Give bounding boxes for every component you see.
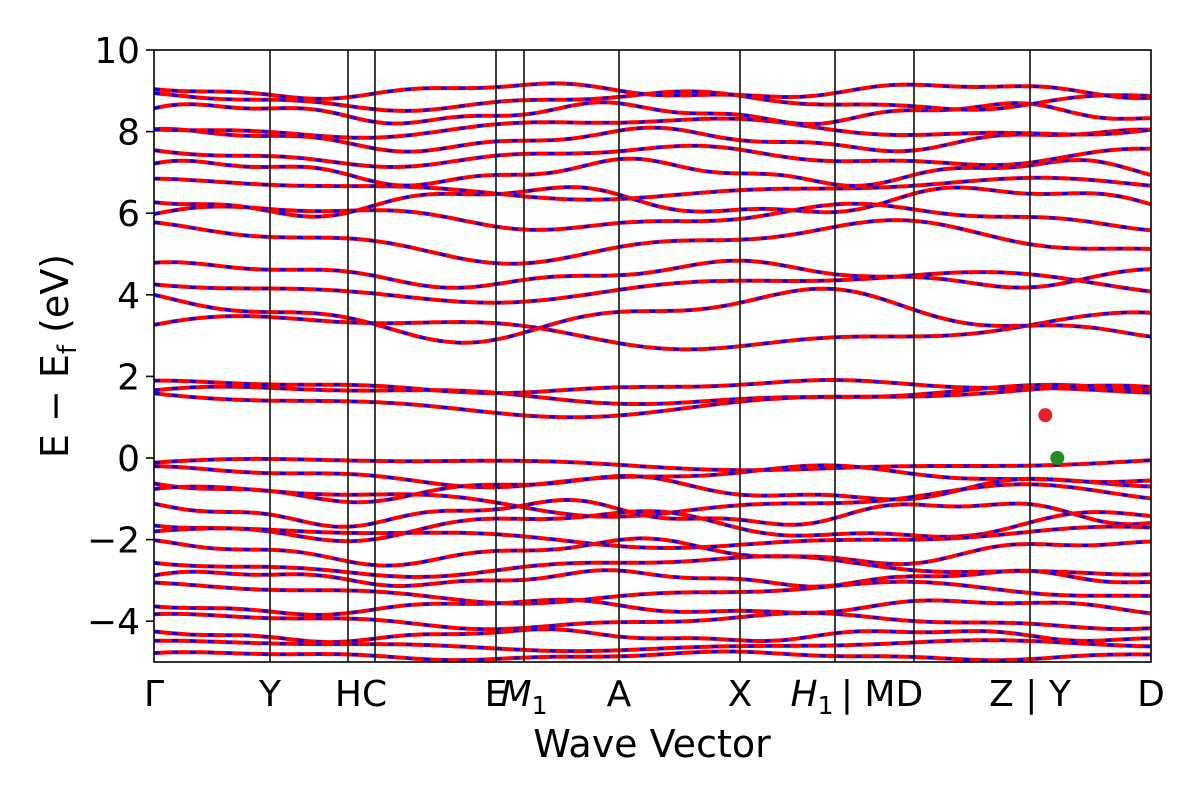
x-tick-label-m1: M1 [501,674,548,720]
y-tick-label: 10 [94,31,140,72]
valence-band-15-spin-down [154,650,1151,662]
x-axis-label: Wave Vector [533,722,771,766]
conduction-band-6-spin-down [154,259,1151,290]
valence-band-10-spin-up [154,579,1151,606]
x-tick-label-hc: HC [335,674,387,715]
conduction-band-11-spin-down [154,157,1151,188]
conduction-band-3-spin-down [154,310,1151,351]
x-tick-label-y: Y [258,674,282,715]
x-tick-label-m1-main: M [501,674,532,715]
y-tick-label: 2 [117,357,140,398]
conduction-band-13-spin-down [154,126,1151,154]
conduction-band-1-spin-down [154,378,1151,395]
markers-layer [1038,408,1065,465]
conduction-band-5-spin-down [154,270,1151,305]
conduction-band-7-spin-down [154,218,1151,266]
conduction-band-2-spin-down [154,384,1151,419]
valence-band-10-spin-down [154,580,1151,606]
x-tick-label-a: A [607,674,632,715]
x-tick-label-h1-main: H [791,674,818,715]
x-tick-label-x: X [728,674,753,715]
x-tick-label-h1: H1 [791,674,834,720]
valence-band-11-spin-down [154,598,1151,617]
valence-band-2-spin-down [154,474,1151,504]
valence-band-9-spin-down [154,568,1151,589]
y-tick-label: 4 [117,276,140,317]
valence-band-6-spin-down [154,525,1151,550]
y-tick-label: 6 [117,194,140,235]
conduction-band-14-spin-down [154,117,1151,140]
conduction-band-17-spin-down [154,81,1151,101]
conduction-band-9-spin-down [154,185,1151,219]
x-tick-label-d: D [1137,674,1165,715]
kpoint-divider-lines [269,50,1031,662]
x-tick-label-gamma: Γ [144,674,164,715]
bands-layer [154,81,1151,662]
valence-band-0-spin-down [154,457,1151,472]
valence-band-4-spin-down [154,498,1151,529]
valence-band-1-spin-down [154,463,1151,489]
y-axis-label-main: E − E [33,354,77,458]
y-tick-label: −4 [87,602,140,643]
vbm-marker [1050,451,1065,465]
x-axis-ticks: Γ Y HC E M1 A X H1 | MD Z | Y D [144,674,1165,720]
y-axis-label-unit: (eV) [33,254,77,345]
valence-band-5-spin-down [154,509,1151,543]
conduction-band-10-spin-down [154,176,1151,202]
y-tick-label: −2 [87,521,140,562]
x-tick-label-zy: Z | Y [989,674,1072,715]
valence-band-13-spin-down [154,627,1151,644]
conduction-band-8-spin-down [154,202,1151,232]
y-axis-label: E − Ef (eV) [33,254,83,458]
conduction-band-16-spin-down [154,89,1151,113]
conduction-band-10-spin-up [154,175,1151,202]
y-axis-label-sub: f [53,344,83,354]
conduction-band-11-spin-up [154,156,1151,188]
y-tick-label: 8 [117,113,140,154]
x-tick-label-m1-sub: 1 [532,691,548,720]
conduction-band-7-spin-up [154,218,1151,266]
y-axis-ticks: 10 8 6 4 2 0 −2 −4 [87,31,154,643]
cbm-marker [1038,408,1053,423]
x-tick-label-e: E [485,674,508,715]
conduction-band-15-spin-down [154,100,1151,126]
valence-band-2-spin-up [154,474,1151,505]
x-tick-label-md: | MD [841,674,923,715]
conduction-band-12-spin-down [154,144,1151,169]
valence-band-3-spin-down [154,482,1151,519]
valence-band-7-spin-down [154,536,1151,568]
plot-frame [153,49,1152,663]
conduction-band-4-spin-down [154,287,1151,345]
y-tick-label: 0 [117,439,140,480]
valence-band-14-spin-down [154,638,1151,653]
conduction-band-4-spin-up [154,286,1151,345]
x-tick-label-h1-sub: 1 [818,691,834,720]
valence-band-12-spin-down [154,611,1151,631]
